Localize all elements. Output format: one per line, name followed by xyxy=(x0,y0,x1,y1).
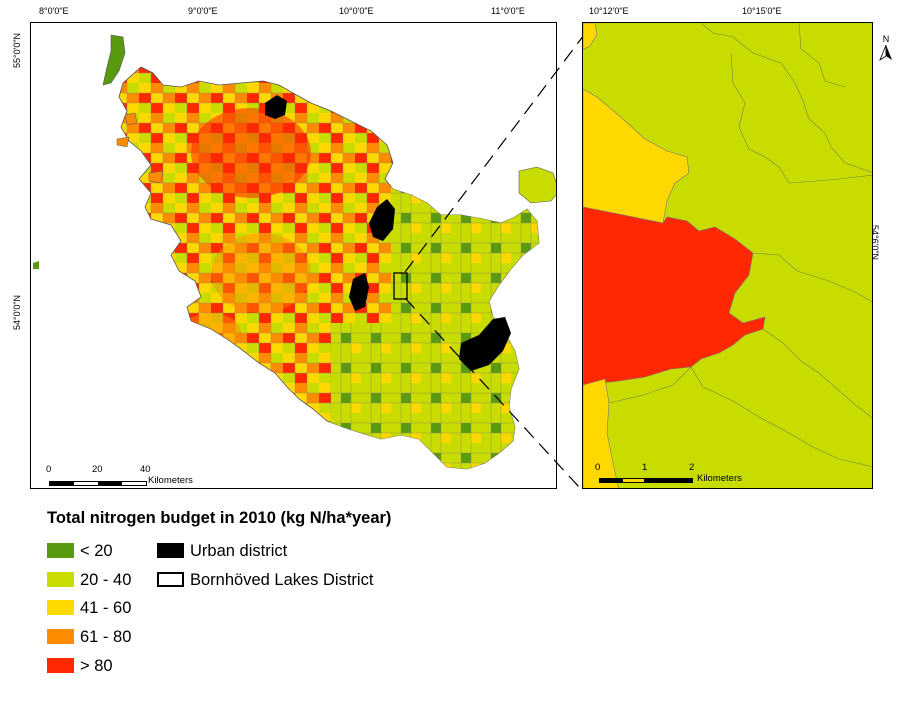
inset-scalebar-unit: Kilometers xyxy=(697,473,742,484)
main-map-frame xyxy=(30,22,557,489)
inset-yellow-lower xyxy=(583,378,619,488)
legend-label-61-80: 61 - 80 xyxy=(80,628,132,646)
inset-scalebar-tick-1: 1 xyxy=(642,462,648,473)
inset-red-parcel[interactable] xyxy=(583,206,766,386)
inset-top-coord-1015e: 10°15'0"E xyxy=(742,6,782,16)
main-top-coord-10e: 10°0'0"E xyxy=(339,6,374,16)
legend-swatch-61-80 xyxy=(47,629,74,644)
legend-title: Total nitrogen budget in 2010 (kg N/ha*y… xyxy=(47,509,392,527)
lone-west-island xyxy=(33,261,39,269)
north-arrow: N xyxy=(878,34,894,62)
western-islands xyxy=(116,112,164,184)
bornhoved-study-area-box[interactable] xyxy=(393,272,408,300)
main-left-coord-55n: 55°0'0"N xyxy=(12,32,22,68)
inset-right-coord-546n: 54°6'0"N xyxy=(870,225,880,261)
inset-top-coord-1012e: 10°12'0"E xyxy=(589,6,629,16)
fehmarn-island xyxy=(518,166,556,204)
legend-label-bornhoved: Bornhöved Lakes District xyxy=(190,571,374,589)
main-scalebar-tick-0: 0 xyxy=(46,464,52,475)
main-map-canvas[interactable] xyxy=(31,23,557,489)
legend-label-urban: Urban district xyxy=(190,542,288,560)
legend-swatch-bornhoved xyxy=(157,572,184,587)
main-scalebar-tick-20: 20 xyxy=(92,464,103,475)
main-scalebar xyxy=(49,481,147,486)
inset-map-canvas[interactable] xyxy=(583,23,873,489)
inset-map-frame xyxy=(582,22,873,489)
legend-label-lt20: < 20 xyxy=(80,542,113,560)
legend-swatch-lt20 xyxy=(47,543,74,558)
main-top-coord-9e: 9°0'0"E xyxy=(188,6,218,16)
inset-scalebar-tick-2: 2 xyxy=(689,462,695,473)
inset-scalebar xyxy=(599,478,693,483)
main-top-coord-11e: 11°0'0"E xyxy=(491,6,525,16)
main-scalebar-tick-40: 40 xyxy=(140,464,151,475)
legend-swatch-20-40 xyxy=(47,572,74,587)
sylt-island xyxy=(102,34,126,86)
main-top-coord-8e: 8°0'0"E xyxy=(39,6,69,16)
inset-field-boundaries xyxy=(608,23,872,467)
inset-yellow-top xyxy=(583,23,598,50)
main-scalebar-unit: Kilometers xyxy=(148,475,193,486)
north-arrow-icon xyxy=(879,44,892,62)
legend-swatch-41-60 xyxy=(47,600,74,615)
legend-label-41-60: 41 - 60 xyxy=(80,599,132,617)
north-label: N xyxy=(882,34,890,44)
legend-label-gt80: > 80 xyxy=(80,657,113,675)
legend-label-20-40: 20 - 40 xyxy=(80,571,132,589)
legend-swatch-urban xyxy=(157,543,184,558)
legend-swatch-gt80 xyxy=(47,658,74,673)
inset-scalebar-tick-0: 0 xyxy=(595,462,601,473)
schleswig-holstein-land xyxy=(118,66,540,470)
main-left-coord-54n: 54°0'0"N xyxy=(12,294,22,330)
